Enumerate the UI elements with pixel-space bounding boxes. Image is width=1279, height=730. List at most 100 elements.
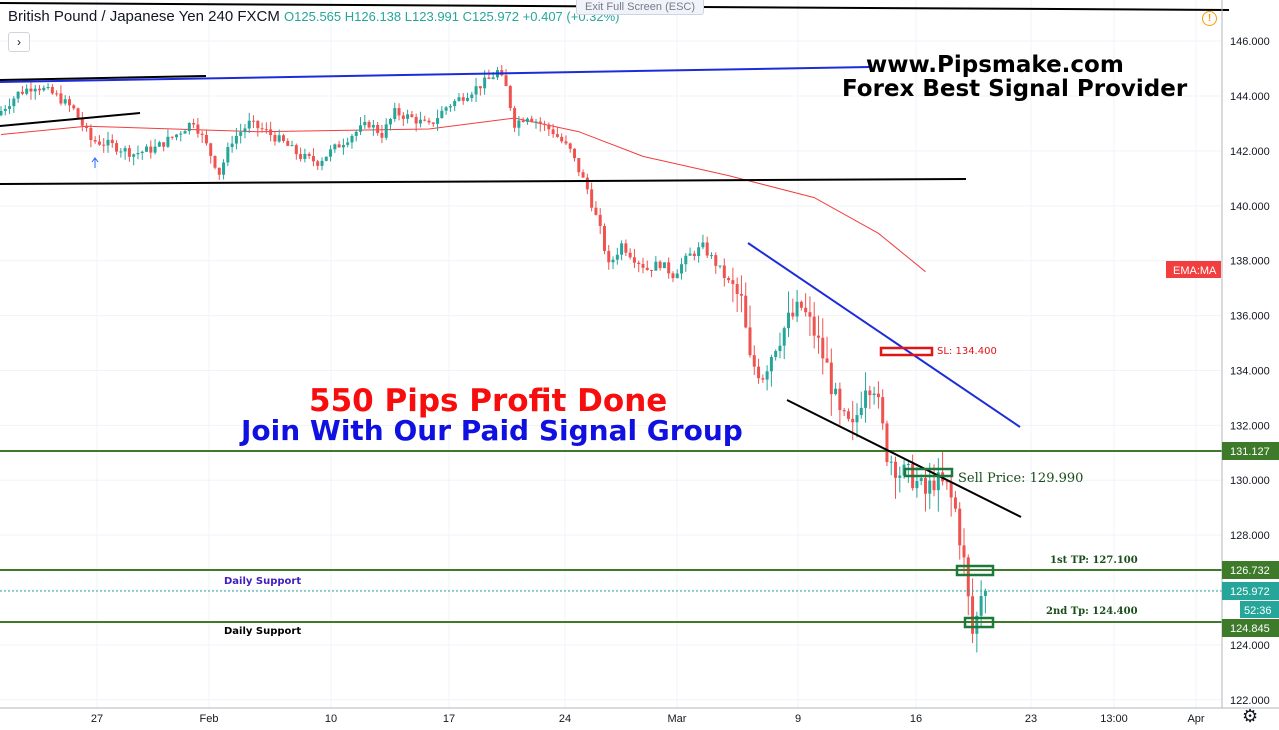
candle-body [50,86,54,94]
candle-body [136,152,140,155]
candle-body [868,390,872,396]
candle-body [55,93,59,95]
candle-body [226,147,230,163]
candle-body [521,120,525,122]
candle-body [418,119,422,124]
last-price-badge: 125.972 [1222,582,1279,600]
channel-upper-line[interactable] [747,242,1021,428]
candle-body [410,114,414,117]
candle-body [602,226,606,251]
candle-body [962,545,966,558]
candle-body [303,153,307,159]
candle-body [299,154,303,159]
gear-icon[interactable]: ⚙ [1242,706,1259,726]
tp2-box[interactable] [963,616,995,629]
candle-body [311,155,315,162]
candle-body [919,478,923,482]
support-price-badge: 124.845 [1222,619,1279,637]
candle-body [620,243,624,255]
candle-body [234,135,238,144]
candle-body [834,388,838,395]
tp1-box[interactable] [955,564,995,577]
candle-body [393,108,397,120]
time-tick-label: 17 [443,713,455,725]
candle-body [119,151,123,153]
candle-body [513,108,517,128]
ema-badge[interactable]: EMA:MA [1166,261,1221,278]
candle-body [684,255,688,265]
sl-box[interactable] [879,346,934,357]
candle-body [876,393,880,398]
price-tick-label: 146.000 [1230,36,1270,48]
candle-body [757,366,761,379]
candle-body [637,262,641,265]
candle-body [72,105,76,109]
candle-body [239,132,243,136]
price-tick-label: 144.000 [1230,91,1270,103]
candle-body [594,207,598,215]
candle-body [376,124,380,133]
candle-body [735,284,739,294]
candle-body [196,124,200,134]
candle-body [928,480,932,494]
candle-body [320,160,324,166]
trendline-left-black-1[interactable] [0,75,207,81]
candle-body [765,371,769,380]
candle-body [889,461,893,463]
candle-body [769,357,773,372]
candle-body [752,355,756,367]
close-value: C125.972 [462,9,520,24]
candle-body [598,214,602,227]
candle-body [727,278,731,281]
price-tick-label: 124.000 [1230,640,1270,652]
candle-body [448,106,452,108]
sl-label: SL: 134.400 [937,346,997,357]
price-axis[interactable]: 122.000124.000126.000128.000130.000132.0… [1230,36,1270,707]
candle-body [290,145,294,147]
expand-legend-button[interactable]: › [8,32,30,52]
candle-body [38,88,42,91]
candle-body [585,177,589,190]
candle-body [401,115,405,119]
candle-body [530,118,534,122]
price-tick-label: 128.000 [1230,530,1270,542]
exit-fullscreen-button[interactable]: Exit Full Screen (ESC) [576,0,705,15]
candle-body [864,390,868,408]
candle-body [731,280,735,285]
candle-body [846,411,850,419]
candle-body [29,88,33,92]
candle-body [329,149,333,157]
candle-body [470,94,474,99]
candle-body [350,135,354,143]
price-tick-label: 142.000 [1230,146,1270,158]
interval-label[interactable]: 240 [208,8,234,25]
candle-body [337,144,341,148]
candle-body [256,120,260,129]
candle-body [466,98,470,101]
alert-icon[interactable]: ! [1202,11,1217,26]
tp-level-price-badge: 126.732 [1222,561,1279,579]
trendline-top-blue[interactable] [0,66,871,83]
candle-body [414,116,418,124]
svg-text:EMA:MA: EMA:MA [1173,265,1217,277]
countdown-badge: 52:36 [1240,601,1279,618]
time-tick-label: 24 [559,713,571,725]
candle-body [132,154,136,157]
time-axis[interactable]: 27 Feb 10 17 24 Mar 9 16 23 13:00 Apr [91,713,1205,725]
candle-body [547,124,551,130]
sell-box[interactable] [903,467,954,478]
channel-lower-line[interactable] [786,399,1022,518]
candle-body [33,88,37,92]
range-bottom-line[interactable] [0,178,967,185]
trendline-left-black-2[interactable] [0,112,141,127]
candle-body [898,475,902,478]
candle-body [200,133,204,135]
candle-body [145,146,149,152]
time-tick-label: Apr [1187,713,1204,725]
svg-text:131.127: 131.127 [1230,446,1270,458]
candle-body [671,273,675,279]
candle-body [894,461,898,478]
open-value: O125.565 [284,9,342,24]
candle-body [213,155,217,168]
symbol-name[interactable]: British Pound / Japanese Yen [8,8,204,25]
